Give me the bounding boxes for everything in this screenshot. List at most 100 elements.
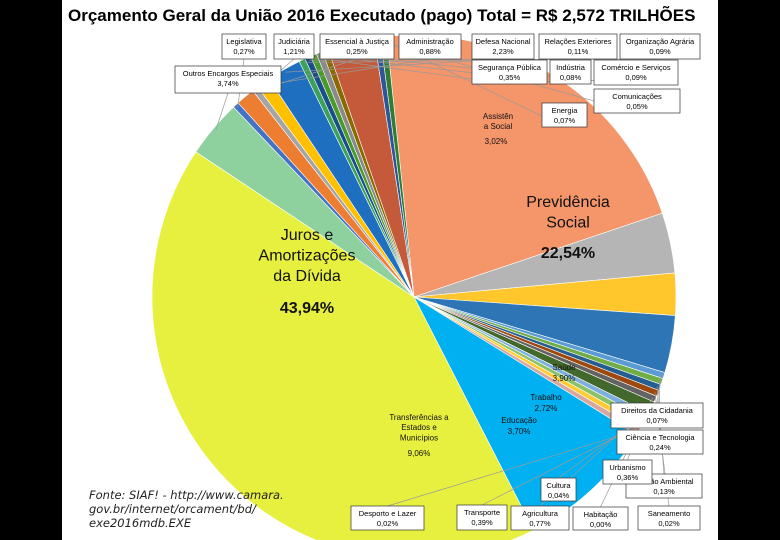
pie-slices [151,34,677,540]
slice-label-essencial-a-justica: Essencial à Justiça [325,37,390,46]
label-box-direitos-da-cidadania [610,402,704,429]
slice-value-industria: 0,08% [560,73,582,82]
label-box-seguranca-publica [471,59,548,85]
slice-value-urbanismo: 0,36% [617,473,639,482]
slice-label-judiciaria: Judiciária [278,37,311,46]
label-box-industria [549,59,592,85]
slice-label-gestao-ambiental: Gestão Ambiental [634,477,694,486]
slice-value-agricultura: 0,77% [529,519,551,528]
pie-chart: Previdência Social 22,54% Saúde 3,90% Trabalh… [151,33,704,540]
slice-labels: Previdência Social 22,54% Saúde 3,90% Trabalh… [174,33,704,531]
label-box-relacoes-exteriores [538,33,618,60]
slice-label-desporto-e-lazer: Desporto e Lazer [359,509,417,518]
slice-value-direitos-da-cidadania: 0,07% [646,416,668,425]
slice-label-transferencias-a-estados-e-municipios-line-3: Municípios [400,433,438,442]
slice-value-energia: 0,07% [554,116,576,125]
label-box-judiciaria [273,33,315,60]
slice-label-seguranca-publica: Segurança Pública [478,63,542,72]
slice-value-defesa-nacional: 2,23% [492,47,514,56]
slice-label-comercio-e-servicos: Comércio e Serviços [601,63,670,72]
label-box-ciencia-e-tecnologia [616,429,704,455]
slice-label-cultura: Cultura [546,481,571,490]
label-box-essencial-a-justica [319,33,395,60]
label-box-administracao [398,33,462,60]
label-box-legislativa [221,33,267,60]
slice-value-essencial-a-justica: 0,25% [346,47,368,56]
slice-label-comunicacoes: Comunicações [612,92,662,101]
label-box-energia [541,102,588,128]
slice-label-legislativa: Legislativa [226,37,262,46]
slice-value-comunicacoes: 0,05% [626,102,648,111]
label-box-cultura [540,477,577,502]
slice-label-juros-e-amortizacoes-da-divida-line-3: da Dívida [273,268,341,285]
label-box-agricultura [510,505,570,531]
slice-label-juros-e-amortizacoes-da-divida-line-2: Amortizações [259,247,356,264]
leader-line-administracao [264,58,431,86]
slice-value-previdencia-social: 22,54% [541,245,595,262]
label-box-comunicacoes [593,88,681,114]
chart-title: Orçamento Geral da União 2016 Executado … [68,6,696,25]
leader-line-transporte [481,424,640,506]
slice-value-gestao-ambiental: 0,13% [653,487,675,496]
slice-label-industria: Indústria [556,63,586,72]
slice-label-transferencias-a-estados-e-municipios-line-1: Transferências a [389,413,449,422]
slice-label-assistencia-social-line-1: Assistên [483,112,513,121]
slice-label-transporte: Transporte [464,508,500,517]
slice-value-comercio-e-servicos: 0,09% [625,73,647,82]
slice-value-educacao: 3,70% [508,427,531,436]
slice-label-administracao: Administração [406,37,454,46]
slice-label-organizacao-agraria: Organização Agrária [626,37,695,46]
slice-label-saneamento: Saneamento [648,509,691,518]
slice-label-trabalho-line-1: Trabalho [530,393,562,402]
source-note: Fonte: SIAF! - http://www.camara. gov.br… [89,488,284,530]
slice-value-seguranca-publica: 0,35% [499,73,521,82]
slice-label-previdencia-social-line-1: Previdência [526,194,610,211]
label-box-habitacao [572,506,629,531]
slice-value-habitacao: 0,00% [590,520,612,529]
slice-value-juros-e-amortizacoes-da-divida: 43,94% [280,300,334,317]
slice-value-saude: 3,90% [553,374,576,383]
slice-label-saude-line-1: Saúde [552,363,576,372]
slice-value-legislativa: 0,27% [233,47,255,56]
slice-value-cultura: 0,04% [548,491,570,500]
leader-line-defesa-nacional [285,58,504,73]
slice-value-judiciaria: 1,21% [283,47,305,56]
slice-value-transferencias-a-estados-e-municipios: 9,06% [408,449,431,458]
label-box-outros-encargos-especiais [174,65,282,94]
slice-label-previdencia-social-line-2: Social [546,214,590,231]
slice-value-desporto-e-lazer: 0,02% [377,519,399,528]
slice-label-transferencias-a-estados-e-municipios-line-2: Estados e [401,423,437,432]
slice-value-transporte: 0,39% [471,518,493,527]
label-box-saneamento [637,505,701,531]
pie-slice-juros-e-amortizacoes-da-divida [151,151,534,540]
slice-value-administracao: 0,88% [419,47,441,56]
leader-line-desporto-e-lazer [387,430,636,507]
slice-value-organizacao-agraria: 0,09% [649,47,671,56]
slice-value-relacoes-exteriores: 0,11% [568,47,589,56]
slice-value-assistencia-social: 3,02% [485,137,508,146]
slice-label-defesa-nacional: Defesa Nacional [475,37,530,46]
slice-label-juros-e-amortizacoes-da-divida-line-1: Juros e [281,227,334,244]
slice-label-relacoes-exteriores: Relações Exteriores [544,37,611,46]
slice-value-trabalho: 2,72% [535,404,558,413]
label-box-organizacao-agraria [619,33,701,60]
slice-label-habitacao: Habitação [584,510,618,519]
slice-label-outros-encargos-especiais: Outros Encargos Especiais [183,69,274,78]
slice-label-educacao-line-1: Educação [501,416,537,425]
label-box-desporto-e-lazer [350,505,425,531]
slice-label-urbanismo: Urbanismo [609,463,645,472]
label-box-transporte [456,504,508,531]
chart-panel: Orçamento Geral da União 2016 Executado … [62,0,718,540]
label-box-comercio-e-servicos [593,59,679,86]
slice-label-energia: Energia [552,106,579,115]
slice-label-agricultura: Agricultura [522,509,559,518]
slice-value-outros-encargos-especiais: 3,74% [217,79,239,88]
label-box-urbanismo [602,459,653,485]
slice-value-ciencia-e-tecnologia: 0,24% [649,443,671,452]
slice-label-assistencia-social-line-2: a Social [484,122,513,131]
slice-value-saneamento: 0,02% [658,519,680,528]
slice-label-direitos-da-cidadania: Direitos da Cidadania [621,406,694,415]
label-box-defesa-nacional [471,33,535,60]
leader-line-outros-encargos-especiais [215,92,229,131]
slice-label-ciencia-e-tecnologia: Ciência e Tecnologia [625,433,695,442]
